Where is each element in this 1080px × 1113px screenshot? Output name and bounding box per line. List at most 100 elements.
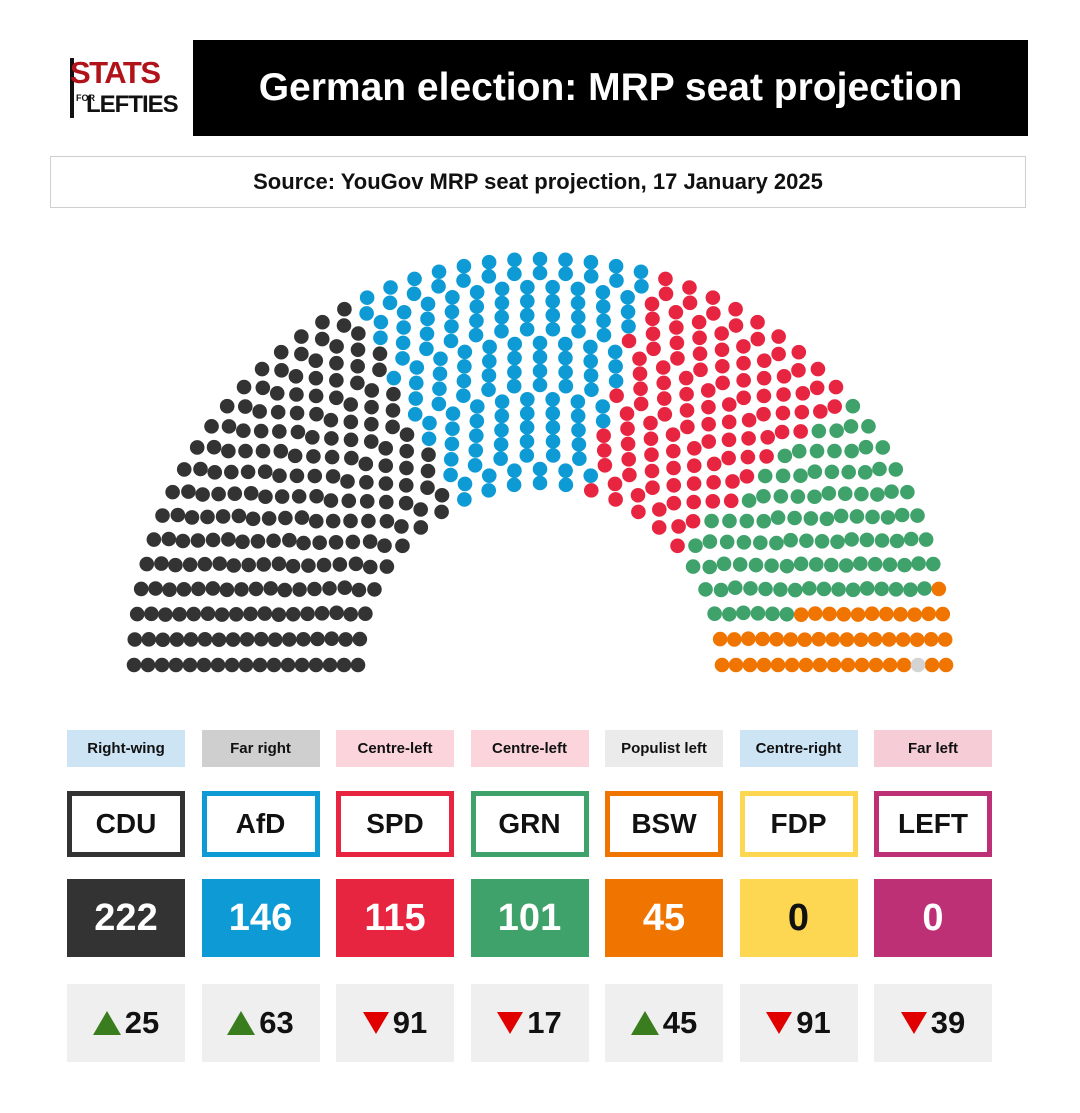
seat-grn	[783, 532, 798, 548]
seat-grn	[845, 398, 861, 414]
seat-cdu	[211, 632, 227, 648]
seat-cdu	[252, 404, 267, 419]
seat-afd	[431, 396, 447, 412]
seat-spd	[666, 460, 681, 476]
seat-afd	[583, 339, 598, 355]
seat-cdu	[294, 329, 309, 344]
seat-cdu	[351, 582, 367, 598]
seat-afd	[444, 304, 460, 320]
seat-cdu	[273, 344, 289, 360]
seat-grn	[844, 532, 859, 547]
seat-spd	[701, 434, 717, 449]
ideology-label-grn: Centre-left	[470, 730, 589, 767]
seat-afd	[431, 279, 446, 294]
seat-count-spd: 115	[336, 879, 454, 957]
seat-spd	[700, 383, 716, 398]
seat-spd	[809, 380, 825, 396]
seat-cdu	[248, 581, 264, 597]
seat-cdu	[399, 460, 414, 476]
seat-cdu	[170, 507, 186, 523]
seat-bsw	[882, 657, 898, 673]
seat-spd	[736, 373, 751, 388]
seat-afd	[570, 281, 586, 297]
ideology-label-bsw: Populist left	[605, 730, 723, 767]
seat-cdu	[309, 488, 324, 504]
seat-spd	[771, 329, 786, 344]
seat-cdu	[212, 556, 227, 571]
seat-grn	[777, 448, 793, 464]
seat-spd	[670, 351, 685, 366]
seat-cdu	[307, 468, 323, 484]
seat-afd	[520, 279, 535, 295]
seat-afd	[532, 377, 548, 393]
seat-afd	[545, 392, 560, 407]
seat-spd	[619, 406, 635, 421]
seat-cdu	[308, 353, 324, 368]
seat-cdu	[363, 434, 379, 449]
seat-cdu	[324, 631, 339, 646]
seat-cdu	[316, 557, 332, 573]
seat-grn	[918, 532, 934, 547]
seat-grn	[853, 556, 868, 571]
seat-spd	[682, 280, 697, 295]
seat-afd	[520, 392, 535, 407]
seat-cdu	[267, 632, 283, 648]
seat-bsw	[784, 657, 800, 673]
seat-grn	[882, 557, 898, 572]
seat-bsw	[907, 607, 922, 622]
triangle-down-icon	[497, 1012, 524, 1034]
seat-cdu	[183, 632, 199, 647]
seat-cdu	[292, 582, 307, 597]
seat-afd	[545, 279, 560, 295]
seat-afd	[445, 406, 461, 421]
seat-cdu	[190, 533, 206, 548]
seat-afd	[545, 293, 560, 309]
seat-bsw	[812, 657, 828, 673]
seat-grn	[741, 493, 757, 508]
seat-afd	[571, 323, 586, 339]
seat-grn	[894, 507, 910, 523]
seat-afd	[443, 467, 458, 483]
seat-spd	[793, 424, 808, 439]
seat-afd	[570, 394, 586, 410]
seat-cdu	[155, 508, 170, 523]
seat-cdu	[200, 509, 215, 525]
seat-change-value-left: 39	[930, 1005, 966, 1040]
seat-cdu	[367, 582, 382, 597]
seat-cdu	[155, 632, 171, 648]
seat-spd	[692, 346, 708, 362]
seat-afd	[596, 327, 612, 343]
seat-grn	[824, 557, 839, 573]
seat-cdu	[221, 419, 237, 434]
seat-change-left: 39	[874, 984, 992, 1062]
seat-cdu	[309, 406, 324, 422]
seat-cdu	[278, 510, 293, 526]
seat-cdu	[226, 558, 242, 573]
seat-cdu	[385, 419, 400, 435]
seat-spd	[670, 538, 685, 554]
seat-cdu	[250, 533, 266, 549]
seat-cdu	[175, 533, 191, 549]
party-name-bsw: BSW	[605, 791, 723, 857]
seat-cdu	[314, 606, 330, 621]
seat-bsw	[854, 657, 870, 673]
seat-cdu	[337, 301, 352, 317]
seat-cdu	[274, 362, 289, 378]
seat-grn	[831, 582, 846, 597]
ideology-label-afd: Far right	[201, 730, 320, 767]
seat-grn	[814, 533, 830, 549]
seat-cdu	[332, 557, 348, 572]
seat-count-bsw: 45	[605, 879, 723, 957]
seat-cdu	[341, 493, 357, 509]
seat-cdu	[281, 632, 297, 647]
seat-spd	[680, 419, 695, 435]
seat-spd	[597, 457, 613, 473]
seat-cdu	[273, 443, 289, 459]
seat-spd	[721, 397, 737, 412]
seat-cdu	[398, 478, 414, 493]
seat-cdu	[214, 607, 230, 622]
seat-spd	[715, 358, 730, 374]
seat-cdu	[287, 448, 303, 464]
seat-grn	[713, 582, 729, 598]
seat-cdu	[345, 534, 361, 550]
